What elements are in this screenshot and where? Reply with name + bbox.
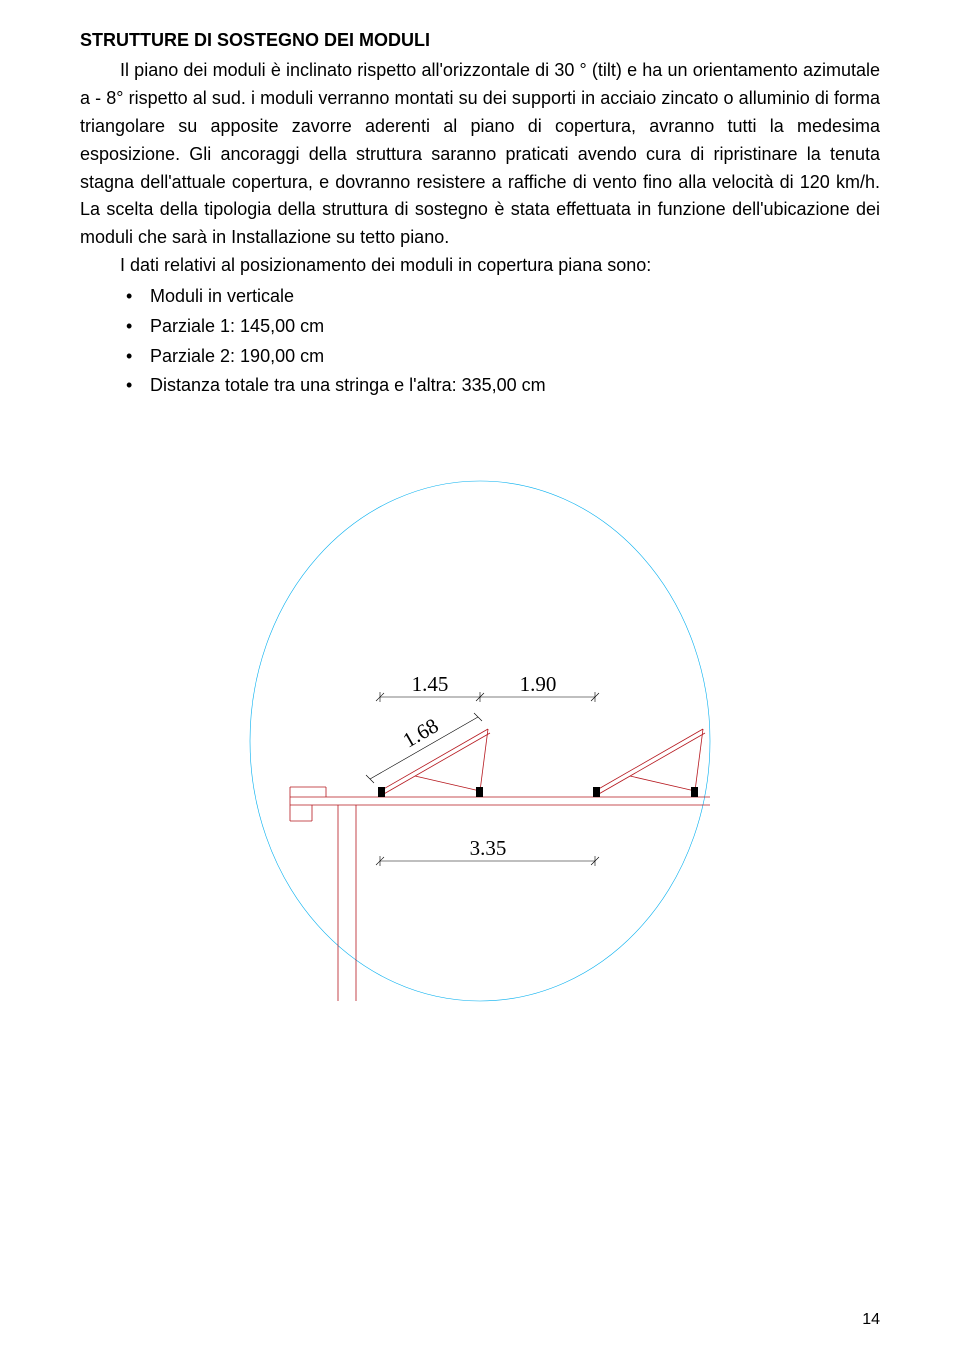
detail-ellipse <box>250 481 710 1001</box>
list-item: Parziale 2: 190,00 cm <box>150 342 880 372</box>
paragraph-1: Il piano dei moduli è inclinato rispetto… <box>80 57 880 252</box>
bullet-list: Moduli in verticale Parziale 1: 145,00 c… <box>80 282 880 401</box>
page-number: 14 <box>862 1311 880 1329</box>
paragraph-2: I dati relativi al posizionamento dei mo… <box>80 252 880 280</box>
module-left <box>380 729 490 795</box>
ballast-block <box>593 787 600 797</box>
list-item: Parziale 1: 145,00 cm <box>150 312 880 342</box>
module-right <box>595 729 705 795</box>
ballast-block <box>476 787 483 797</box>
dimension-label: 1.68 <box>399 713 443 752</box>
vertical-wall <box>338 805 356 1001</box>
list-item: Moduli in verticale <box>150 282 880 312</box>
roof-slab <box>290 787 710 821</box>
dimension-label: 1.45 <box>412 672 449 696</box>
ballast-block <box>691 787 698 797</box>
technical-diagram: 1.45 1.90 1.68 3.35 <box>80 461 880 1021</box>
list-item: Distanza totale tra una stringa e l'altr… <box>150 371 880 401</box>
dimension-label: 3.35 <box>470 836 507 860</box>
dimension-label: 1.90 <box>520 672 557 696</box>
section-heading: STRUTTURE DI SOSTEGNO DEI MODULI <box>80 30 880 51</box>
ballast-block <box>378 787 385 797</box>
